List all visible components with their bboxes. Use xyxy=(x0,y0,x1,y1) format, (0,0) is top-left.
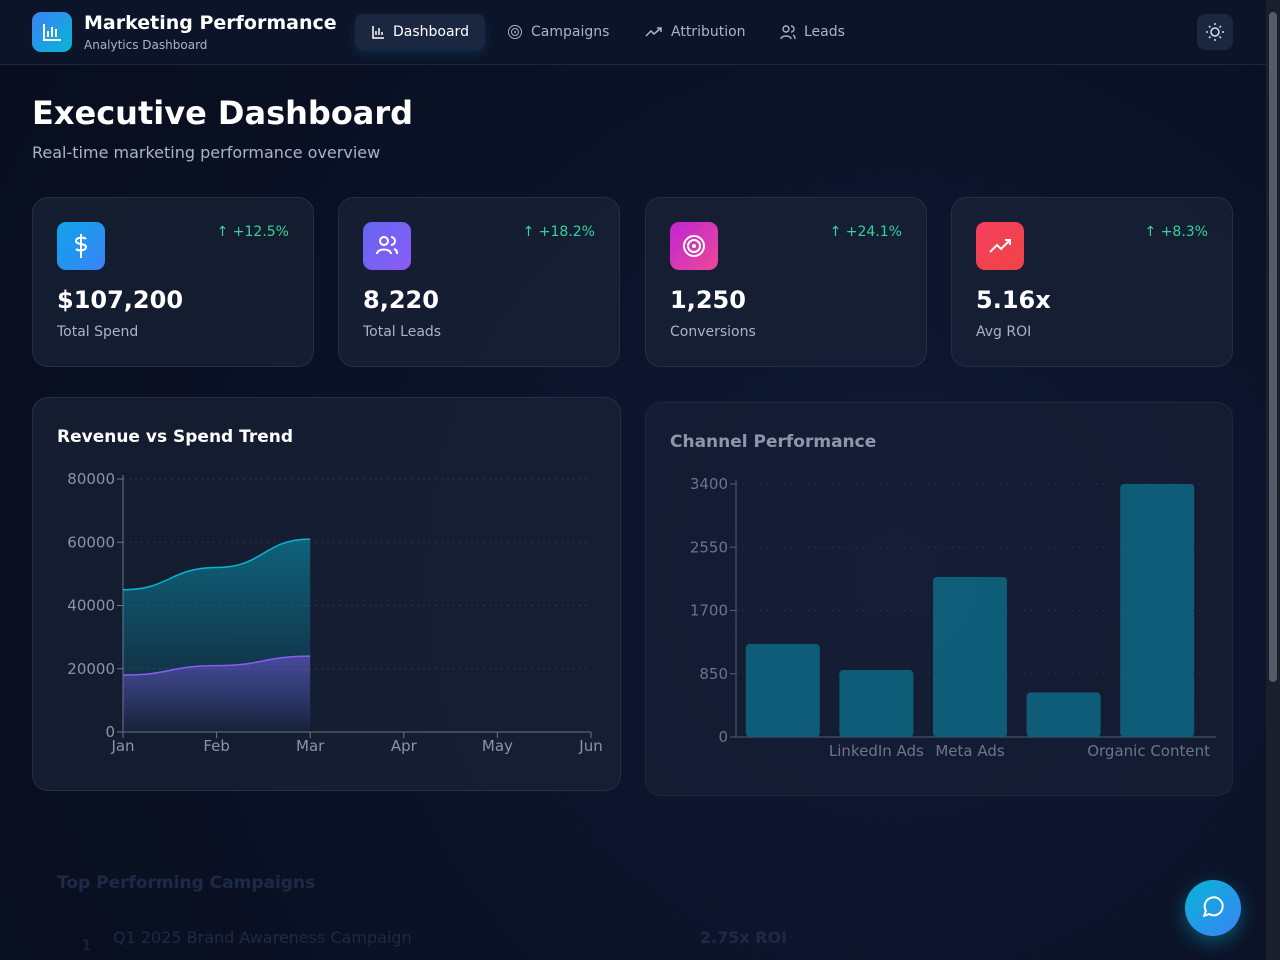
kpi-label: Total Leads xyxy=(363,324,442,340)
kpi-change-text: +8.3% xyxy=(1160,224,1208,240)
kpi-card: ↑ +12.5% $107,200 Total Spend xyxy=(32,197,314,367)
y-tick-label: 0 xyxy=(105,723,115,741)
nav-icon xyxy=(508,25,522,39)
nav-icon xyxy=(645,27,662,37)
chart-title: Channel Performance xyxy=(670,432,876,452)
kpi-change: ↑ +12.5% xyxy=(217,224,289,240)
y-tick-label: 2550 xyxy=(690,538,728,556)
x-tick-label: Jan xyxy=(110,737,134,755)
nav-label: Leads xyxy=(804,24,845,40)
chart: Revenue vs Spend Trend 0 20000 40000 60000 80… xyxy=(57,427,603,755)
x-tick-label: LinkedIn Ads xyxy=(829,742,924,760)
kpi-value: $107,200 xyxy=(57,286,184,314)
kpi-change-text: +24.1% xyxy=(845,224,902,240)
chart: Channel Performance 0 850 1700 2550 3400 Linke… xyxy=(670,432,1216,760)
kpi-label: Conversions xyxy=(670,324,756,340)
chat-icon xyxy=(1203,896,1224,917)
section-title: Top Performing Campaigns xyxy=(57,873,316,893)
nav-item[interactable]: Leads xyxy=(764,14,861,50)
kpi-label: Total Spend xyxy=(57,324,139,340)
y-tick-label: 40000 xyxy=(67,597,115,615)
scroll-thumb[interactable] xyxy=(1269,12,1277,682)
kpi-card: ↑ +8.3% 5.16x Avg ROI xyxy=(951,197,1233,367)
kpi-label: Avg ROI xyxy=(976,324,1032,340)
kpi-change: ↑ +24.1% xyxy=(830,224,902,240)
icon xyxy=(989,239,1011,253)
y-tick-label: 0 xyxy=(718,728,728,746)
nav-label: Dashboard xyxy=(393,24,469,40)
nav-item[interactable]: Campaigns xyxy=(491,14,625,50)
kpi-change: ↑ +18.2% xyxy=(523,224,595,240)
y-tick-label: 3400 xyxy=(690,475,728,493)
nav-icon xyxy=(780,25,796,40)
arrow: ↑ xyxy=(1144,224,1161,240)
chart-title: Revenue vs Spend Trend xyxy=(57,427,293,447)
bar xyxy=(1026,692,1101,737)
icon xyxy=(376,236,398,255)
x-tick-label: Organic Content xyxy=(1087,742,1210,760)
bar xyxy=(839,670,914,737)
theme-toggle[interactable] xyxy=(1197,14,1233,50)
page-title: Executive Dashboard xyxy=(32,94,414,132)
nav-icon xyxy=(372,26,384,39)
scrollbar xyxy=(1266,0,1280,960)
arrow: ↑ xyxy=(216,224,233,240)
kpi-value: 8,220 xyxy=(363,286,439,314)
chart-card: Channel Performance 0 850 1700 2550 3400 Linke… xyxy=(645,402,1233,796)
y-tick-label: 60000 xyxy=(67,533,115,551)
kpi-change: ↑ +8.3% xyxy=(1145,224,1209,240)
nav-label: Attribution xyxy=(671,24,746,40)
kpi-icon xyxy=(363,222,411,270)
kpi-value: 5.16x xyxy=(976,286,1051,314)
bar xyxy=(933,577,1007,737)
x-tick-label: Feb xyxy=(203,737,230,755)
area-fill xyxy=(123,656,311,732)
x-tick-label: Jun xyxy=(578,737,602,755)
sun-icon xyxy=(1206,23,1224,41)
y-tick-label: 20000 xyxy=(67,660,115,678)
logo-icon xyxy=(43,24,61,41)
y-tick-label: 1700 xyxy=(690,602,728,620)
y-tick-label: 80000 xyxy=(67,470,115,488)
kpi-icon xyxy=(976,222,1024,270)
campaign-name: Q1 2025 Brand Awareness Campaign xyxy=(113,928,412,947)
x-tick-label: May xyxy=(482,737,513,755)
x-tick-label: Mar xyxy=(296,737,325,755)
series-line xyxy=(122,538,311,591)
x-tick-label: Apr xyxy=(391,737,418,755)
header: Marketing Performance Analytics Dashboar… xyxy=(0,0,1266,65)
kpi-icon xyxy=(57,222,105,270)
nav-item[interactable]: Dashboard xyxy=(355,14,485,50)
arrow: ↑ xyxy=(522,224,539,240)
y-tick-label: 850 xyxy=(699,665,728,683)
kpi-change-text: +18.2% xyxy=(538,224,595,240)
bar xyxy=(1120,484,1195,737)
x-tick-label: Meta Ads xyxy=(935,742,1005,760)
kpi-card: ↑ +24.1% 1,250 Conversions xyxy=(645,197,927,367)
app-title: Marketing Performance xyxy=(84,12,337,34)
page-subtitle: Real-time marketing performance overview xyxy=(32,143,381,162)
chat-button[interactable] xyxy=(1185,880,1241,936)
icon xyxy=(74,234,88,258)
icon xyxy=(683,235,705,257)
app-subtitle: Analytics Dashboard xyxy=(84,38,208,52)
series-line xyxy=(122,655,311,676)
kpi-icon xyxy=(670,222,718,270)
chart-card: Revenue vs Spend Trend 0 20000 40000 60000 80… xyxy=(32,397,621,791)
logo xyxy=(32,12,72,52)
arrow: ↑ xyxy=(829,224,846,240)
nav-item[interactable]: Attribution xyxy=(629,14,762,50)
nav-label: Campaigns xyxy=(531,24,610,40)
bar xyxy=(745,643,820,737)
campaign-roi: 2.75x ROI xyxy=(699,928,787,947)
kpi-card: ↑ +18.2% 8,220 Total Leads xyxy=(338,197,620,367)
kpi-value: 1,250 xyxy=(670,286,746,314)
campaign-rank: 1 xyxy=(82,938,91,954)
kpi-change-text: +12.5% xyxy=(232,224,289,240)
